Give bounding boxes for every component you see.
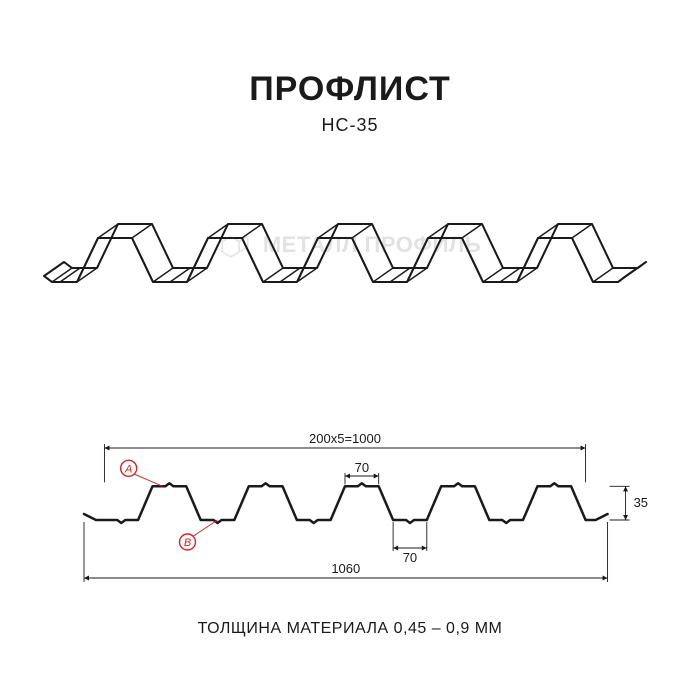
svg-text:200x5=1000: 200x5=1000 [309,431,381,446]
svg-text:A: A [124,463,132,475]
section-view: 200x5=1000 70 70 35 1060 A B [0,400,700,600]
title-block: ПРОФЛИСТ НС-35 [0,0,700,136]
page: ПРОФЛИСТ НС-35 МЕТАЛЛ ПРОФИЛЬ 200x5=1000… [0,0,700,700]
product-subtitle: НС-35 [0,115,700,136]
isometric-svg [30,172,670,318]
svg-text:70: 70 [403,550,417,565]
isometric-view: МЕТАЛЛ ПРОФИЛЬ [0,172,700,318]
svg-text:B: B [184,537,191,549]
svg-text:70: 70 [355,460,369,475]
section-svg: 200x5=1000 70 70 35 1060 A B [30,400,670,600]
svg-text:35: 35 [634,495,648,510]
svg-text:1060: 1060 [331,561,360,576]
product-title: ПРОФЛИСТ [0,70,700,109]
material-thickness: ТОЛЩИНА МАТЕРИАЛА 0,45 – 0,9 ММ [0,620,700,638]
